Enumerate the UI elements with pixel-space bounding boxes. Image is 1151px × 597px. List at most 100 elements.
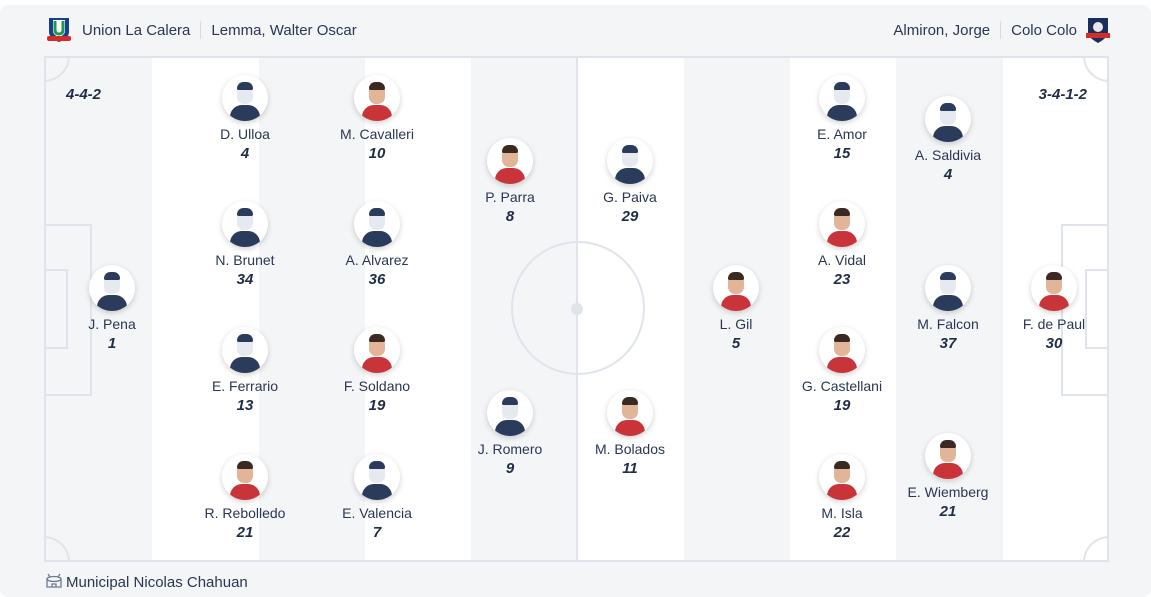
player-avatar-icon[interactable]	[925, 265, 971, 311]
player-name[interactable]: A. Vidal	[818, 252, 866, 268]
home-player[interactable]: A. Alvarez 36	[317, 201, 437, 288]
player-name[interactable]: E. Amor	[817, 126, 867, 142]
home-penalty-box	[46, 224, 92, 396]
player-avatar-icon[interactable]	[89, 265, 135, 311]
home-player[interactable]: M. Cavalleri 10	[317, 75, 437, 162]
player-avatar-icon[interactable]	[222, 454, 268, 500]
player-avatar-icon[interactable]	[354, 327, 400, 373]
away-player[interactable]: G. Castellani 19	[782, 327, 902, 414]
player-avatar-icon[interactable]	[354, 454, 400, 500]
home-player[interactable]: E. Ferrario 13	[185, 327, 305, 414]
player-avatar-icon[interactable]	[487, 390, 533, 436]
player-avatar-icon[interactable]	[222, 75, 268, 121]
away-player[interactable]: A. Vidal 23	[782, 201, 902, 288]
away-goal-box	[1085, 269, 1107, 349]
divider	[200, 21, 202, 39]
player-number: 22	[833, 524, 851, 541]
player-avatar-icon[interactable]	[222, 327, 268, 373]
player-avatar-icon[interactable]	[354, 201, 400, 247]
player-number: 15	[833, 145, 851, 162]
player-avatar-icon[interactable]	[819, 454, 865, 500]
player-number: 19	[368, 397, 386, 414]
player-avatar-icon[interactable]	[607, 390, 653, 436]
union-la-calera-logo[interactable]	[46, 16, 72, 44]
player-avatar-icon[interactable]	[925, 96, 971, 142]
player-name[interactable]: P. Parra	[485, 189, 535, 205]
pitch: 4-4-2 3-4-1-2	[44, 56, 1109, 562]
player-number: 9	[505, 460, 515, 477]
home-player[interactable]: D. Ulloa 4	[185, 75, 305, 162]
away-player[interactable]: A. Saldivia 4	[888, 96, 1008, 183]
player-avatar-icon[interactable]	[713, 265, 759, 311]
away-player[interactable]: M. Isla 22	[782, 454, 902, 541]
home-player[interactable]: P. Parra 8	[450, 138, 570, 225]
player-number: 30	[1045, 335, 1063, 352]
player-number: 4	[240, 145, 250, 162]
home-player[interactable]: N. Brunet 34	[185, 201, 305, 288]
player-number: 34	[236, 271, 254, 288]
player-name[interactable]: M. Cavalleri	[340, 126, 414, 142]
player-avatar-icon[interactable]	[925, 433, 971, 479]
player-number: 13	[236, 397, 254, 414]
home-player[interactable]: R. Rebolledo 21	[185, 454, 305, 541]
player-number: 37	[939, 335, 957, 352]
player-avatar-icon[interactable]	[819, 201, 865, 247]
home-player[interactable]: E. Valencia 7	[317, 454, 437, 541]
player-name[interactable]: M. Isla	[821, 505, 863, 521]
home-team-name[interactable]: Union La Calera	[82, 21, 191, 39]
player-name[interactable]: A. Alvarez	[345, 252, 409, 268]
away-player[interactable]: F. de Paul 30	[994, 265, 1114, 352]
player-name[interactable]: D. Ulloa	[220, 126, 270, 142]
home-coach[interactable]: Lemma, Walter Oscar	[211, 21, 357, 39]
player-name[interactable]: A. Saldivia	[914, 147, 982, 163]
player-avatar-icon[interactable]	[222, 201, 268, 247]
player-name[interactable]: E. Wiemberg	[907, 484, 989, 500]
away-player[interactable]: L. Gil 5	[676, 265, 796, 352]
player-name[interactable]: R. Rebolledo	[204, 505, 286, 521]
player-number: 29	[621, 208, 639, 225]
player-name[interactable]: E. Valencia	[342, 505, 412, 521]
away-team-name[interactable]: Colo Colo	[1011, 21, 1077, 39]
away-player[interactable]: E. Wiemberg 21	[888, 433, 1008, 520]
home-player[interactable]: J. Romero 9	[450, 390, 570, 477]
away-player[interactable]: M. Bolados 11	[570, 390, 690, 477]
player-number: 23	[833, 271, 851, 288]
player-name[interactable]: L. Gil	[719, 316, 753, 332]
center-circle	[511, 241, 645, 375]
player-name[interactable]: N. Brunet	[215, 252, 275, 268]
player-name[interactable]: J. Romero	[477, 441, 543, 457]
player-name[interactable]: J. Pena	[88, 316, 136, 332]
colo-colo-logo[interactable]	[1085, 16, 1111, 44]
center-spot	[571, 303, 583, 315]
away-header: Almiron, Jorge Colo Colo	[893, 17, 1111, 43]
away-player[interactable]: E. Amor 15	[782, 75, 902, 162]
away-player[interactable]: M. Falcon 37	[888, 265, 1008, 352]
player-avatar-icon[interactable]	[819, 327, 865, 373]
player-name[interactable]: G. Paiva	[603, 189, 657, 205]
divider	[1000, 21, 1002, 39]
player-avatar-icon[interactable]	[354, 75, 400, 121]
player-avatar-icon[interactable]	[607, 138, 653, 184]
player-number: 21	[236, 524, 254, 541]
player-avatar-icon[interactable]	[819, 75, 865, 121]
away-player[interactable]: G. Paiva 29	[570, 138, 690, 225]
player-name[interactable]: F. Soldano	[343, 378, 411, 394]
venue-name[interactable]: Municipal Nicolas Chahuan	[66, 573, 248, 591]
player-number: 7	[372, 524, 382, 541]
player-number: 8	[505, 208, 515, 225]
player-avatar-icon[interactable]	[1031, 265, 1077, 311]
home-player[interactable]: F. Soldano 19	[317, 327, 437, 414]
home-player[interactable]: J. Pena 1	[52, 265, 172, 352]
player-number: 10	[368, 145, 386, 162]
player-name[interactable]: M. Bolados	[594, 441, 666, 457]
player-name[interactable]: G. Castellani	[801, 378, 883, 394]
away-coach[interactable]: Almiron, Jorge	[893, 21, 991, 39]
venue: Municipal Nicolas Chahuan	[45, 573, 248, 591]
stadium-icon	[46, 573, 62, 588]
player-name[interactable]: F. de Paul	[1022, 316, 1086, 332]
player-avatar-icon[interactable]	[487, 138, 533, 184]
player-name[interactable]: E. Ferrario	[211, 378, 279, 394]
player-name[interactable]: M. Falcon	[917, 316, 979, 332]
player-number: 11	[622, 460, 638, 477]
pitch-stripe	[258, 58, 365, 560]
